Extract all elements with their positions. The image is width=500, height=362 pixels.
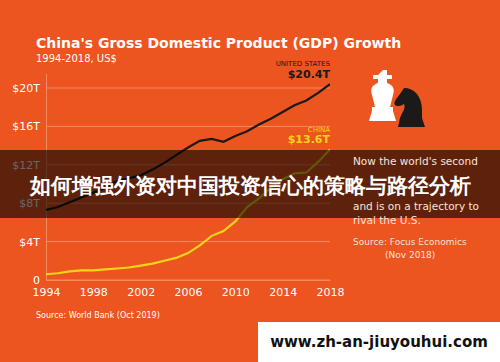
footer-box bbox=[258, 322, 500, 362]
grid-line bbox=[46, 280, 330, 281]
end-label: $13.6T bbox=[288, 133, 331, 146]
y-tick: $16T bbox=[12, 120, 46, 133]
x-tick-label: 1994 bbox=[33, 286, 61, 299]
banner-title: 如何增强外资对中国投资信心的策略与路径分析 bbox=[29, 174, 471, 198]
king-icon bbox=[369, 70, 396, 121]
x-tick: 1994 bbox=[33, 280, 61, 299]
x-axis: 1994 1998 2002 2006 2010 2014 2018 bbox=[33, 280, 345, 299]
source: Source: World Bank (Oct 2019) bbox=[36, 311, 160, 320]
end-label: $20.4T bbox=[288, 68, 331, 81]
x-tick-label: 2014 bbox=[269, 286, 297, 299]
y-tick-label: $4T bbox=[19, 236, 40, 249]
x-tick-label: 2010 bbox=[222, 286, 250, 299]
annotation: Source: Focus Economics bbox=[353, 237, 467, 247]
x-tick: 2014 bbox=[269, 280, 297, 299]
chart: China's Gross Domestic Product (GDP) Gro… bbox=[0, 0, 500, 362]
banner bbox=[0, 150, 500, 218]
grid-line bbox=[46, 126, 330, 127]
subtitle: 1994-2018, US$ bbox=[36, 53, 117, 64]
background bbox=[0, 0, 500, 362]
grid-line bbox=[46, 241, 330, 242]
x-tick-label: 1998 bbox=[80, 286, 108, 299]
title: China's Gross Domestic Product (GDP) Gro… bbox=[36, 35, 401, 51]
y-tick-label: $20T bbox=[12, 82, 40, 95]
x-tick: 2018 bbox=[317, 280, 345, 299]
annotation: (Nov 2018) bbox=[385, 250, 435, 260]
x-tick-label: 2006 bbox=[175, 286, 203, 299]
y-tick-label: $16T bbox=[12, 120, 40, 133]
x-tick: 2006 bbox=[175, 280, 203, 299]
x-axis-line bbox=[47, 280, 331, 281]
annotation: rival the U.S. bbox=[353, 214, 421, 226]
annotation: Now the world's second bbox=[353, 155, 478, 167]
chess-icons bbox=[369, 70, 425, 127]
x-tick: 2002 bbox=[127, 280, 155, 299]
annotation: and is on a trajectory to bbox=[353, 200, 479, 212]
x-tick: 2010 bbox=[222, 280, 250, 299]
x-tick: 1998 bbox=[80, 280, 108, 299]
x-tick-label: 2002 bbox=[127, 286, 155, 299]
knight-icon bbox=[394, 88, 425, 127]
x-tick-label: 2018 bbox=[317, 286, 345, 299]
series-label: UNITED STATES bbox=[276, 60, 331, 68]
footer-url: www.zh-an-jiuyouhui.com bbox=[270, 333, 488, 351]
y-tick: $4T bbox=[19, 236, 46, 249]
y-tick: $20T bbox=[12, 82, 46, 95]
grid-line bbox=[46, 88, 330, 89]
